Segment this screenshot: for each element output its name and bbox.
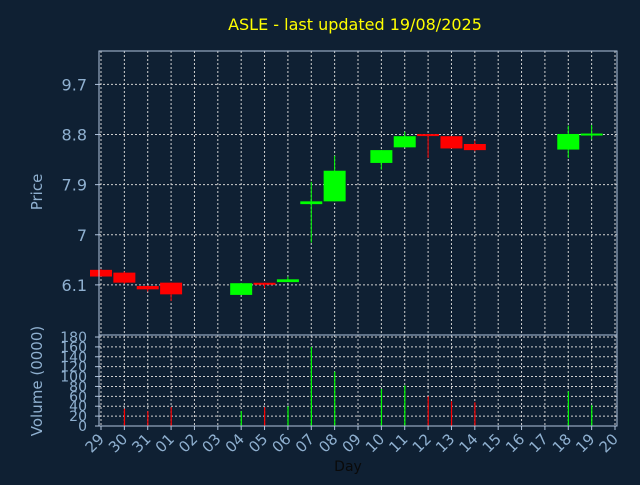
volume-bar — [264, 407, 266, 426]
volume-tick-label: 40 — [69, 399, 87, 415]
volume-bar — [240, 411, 242, 426]
candle-up — [230, 283, 253, 295]
volume-tick-label: 20 — [69, 409, 87, 425]
volume-tick-label: 80 — [69, 379, 87, 395]
price-axis: 9.7 8.8 7.9 7 6.1 — [62, 75, 99, 295]
volume-tick-label: 180 — [60, 330, 87, 346]
price-candles — [90, 125, 603, 302]
candle-down — [253, 282, 276, 285]
volume-tick-label: 0 — [78, 419, 87, 435]
candle-up — [276, 279, 299, 283]
candle-up — [580, 133, 603, 136]
volume-tick-label: 60 — [69, 389, 87, 405]
volume-tick-label: 120 — [60, 360, 87, 376]
candle-down — [440, 136, 463, 149]
volume-bar — [123, 408, 126, 426]
volume-bar — [310, 346, 312, 426]
price-axis-label: Price — [28, 174, 46, 211]
volume-bar — [380, 388, 383, 426]
chart-title: ASLE - last updated 19/08/2025 — [228, 15, 482, 34]
candle-down — [463, 143, 486, 151]
price-tick-label: 6.1 — [62, 276, 87, 295]
candle-up — [557, 133, 580, 150]
candle-down — [417, 134, 440, 137]
price-tick-label: 9.7 — [62, 75, 87, 94]
volume-bar — [404, 385, 406, 426]
volume-bars — [123, 346, 593, 426]
candle-up — [393, 136, 416, 148]
volume-bar — [450, 401, 453, 426]
x-axis-label: Day — [334, 459, 362, 475]
volume-grid — [99, 335, 617, 427]
price-tick-label: 7.9 — [62, 176, 87, 195]
volume-bar — [287, 406, 289, 426]
candle-down — [136, 285, 159, 290]
volume-bar — [334, 371, 336, 426]
candle-down — [160, 282, 183, 295]
volume-bar — [591, 405, 593, 426]
volume-tick-label: 100 — [60, 370, 87, 386]
volume-tick-label: 160 — [60, 340, 87, 356]
volume-bar — [170, 407, 172, 426]
volume-bar — [427, 396, 429, 426]
candle-up — [300, 201, 323, 205]
candle-up — [370, 150, 393, 163]
price-tick-label: 7 — [77, 226, 87, 245]
volume-bar — [147, 411, 149, 426]
candle-down — [90, 269, 112, 277]
volume-axis-label: Volume (0000) — [28, 326, 46, 436]
candle-down — [113, 272, 136, 283]
volume-bar — [567, 391, 569, 426]
candle-up — [323, 170, 346, 202]
volume-tick-label: 140 — [60, 350, 87, 366]
volume-bar — [474, 402, 476, 426]
price-tick-label: 8.8 — [62, 126, 87, 145]
